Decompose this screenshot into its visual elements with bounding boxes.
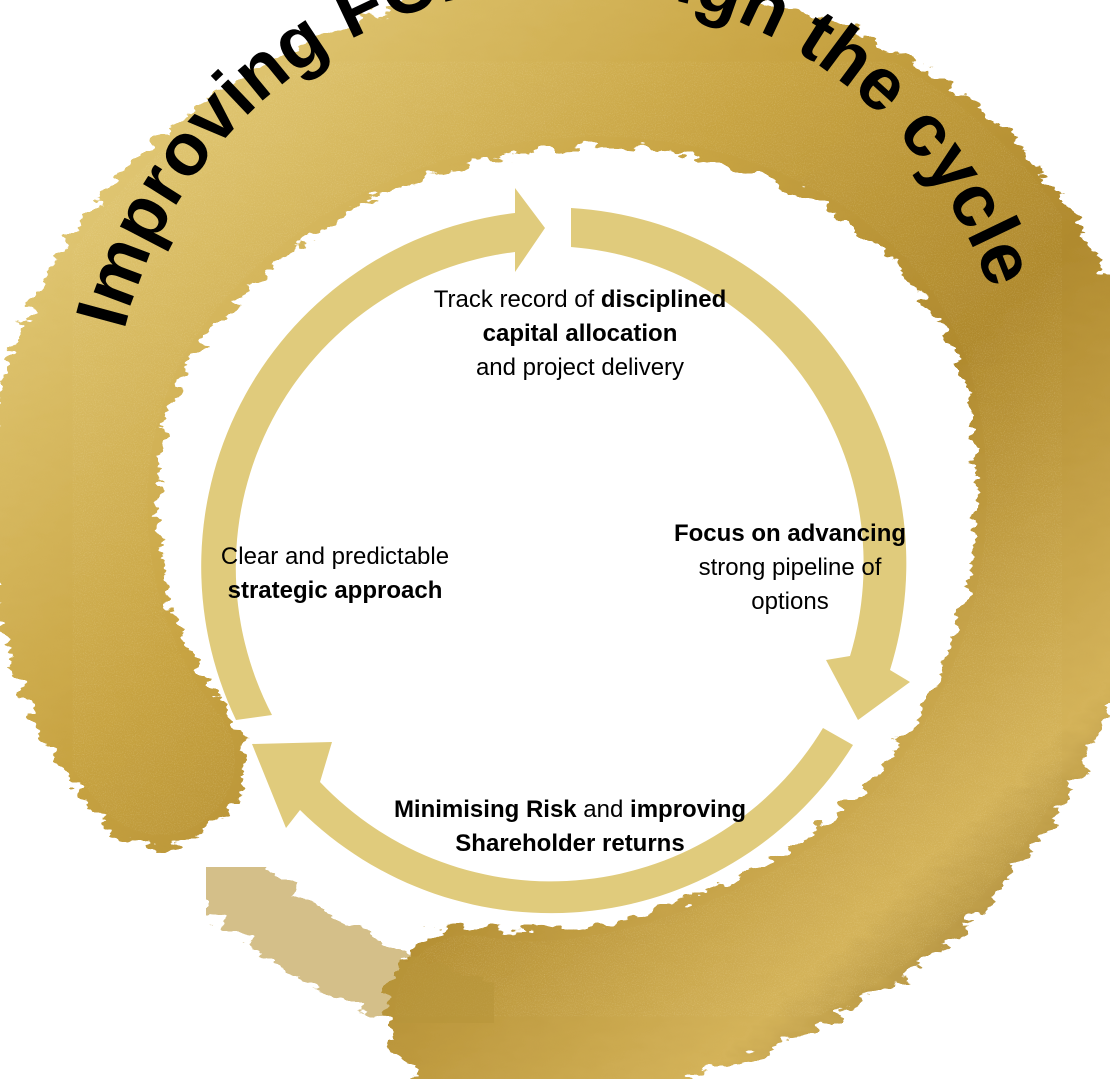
node-right-text-2: strong pipeline of — [698, 554, 882, 581]
node-top-text-1: disciplined — [600, 286, 727, 313]
cycle-arrows — [201, 188, 910, 914]
node-top-text-5: and project delivery — [475, 354, 685, 381]
node-label-bottom: Minimising Risk and improving Shareholder… — [270, 793, 870, 861]
cycle-arrow-left — [201, 188, 545, 720]
node-left-text-0: Clear and predictable — [220, 543, 450, 570]
gold-ring-tail — [195, 845, 505, 1045]
node-label-top: Track record of disciplined capital alloc… — [330, 283, 830, 385]
node-label-right: Focus on advancing strong pipeline of opti… — [610, 517, 970, 619]
node-bottom-text-4: Shareholder returns — [455, 830, 685, 857]
node-bottom-text-1: and — [576, 796, 631, 823]
node-top-text-3: capital allocation — [482, 320, 678, 347]
cycle-arrow-bottom — [252, 728, 853, 914]
node-right-text-0: Focus on advancing — [673, 520, 907, 547]
node-top-text-0: Track record of — [433, 286, 601, 313]
node-bottom-text-2: improving — [630, 796, 747, 823]
node-bottom-text-0: Minimising Risk — [393, 796, 577, 823]
cycle-arrow-top-right — [571, 208, 910, 720]
node-label-left: Clear and predictable strategic approach — [140, 540, 530, 608]
node-right-text-4: options — [751, 588, 829, 615]
node-left-text-2: strategic approach — [227, 577, 443, 604]
